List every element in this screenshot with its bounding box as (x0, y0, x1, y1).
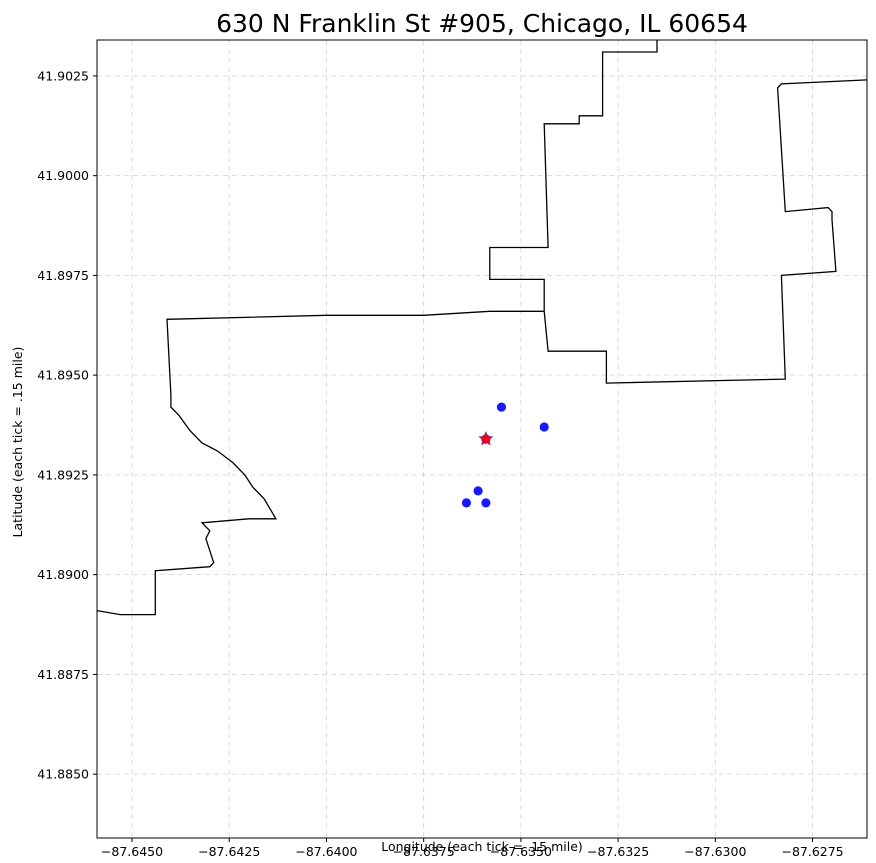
y-axis-label: Latitude (each tick = .15 mile) (10, 347, 25, 538)
data-point (496, 402, 507, 412)
grid-lines (97, 40, 867, 838)
data-point (473, 486, 483, 496)
x-tick-label: −87.6275 (781, 844, 843, 859)
boundary-lines (97, 40, 867, 616)
y-tick-label: 41.8875 (37, 667, 89, 682)
target-star (478, 430, 494, 446)
y-tick-label: 41.8925 (37, 467, 89, 482)
data-point (481, 498, 491, 508)
y-tick-label: 41.9000 (37, 168, 89, 183)
y-tick-label: 41.9025 (37, 68, 89, 83)
x-tick-label: −87.6300 (684, 844, 746, 859)
x-tick-label: −87.6350 (490, 844, 552, 859)
x-tick-label: −87.6325 (587, 844, 649, 859)
boundary-line (97, 310, 545, 616)
y-tick-label: 41.8975 (37, 268, 89, 283)
data-point (539, 422, 549, 432)
data-point (461, 498, 472, 508)
x-tick-label: −87.6400 (295, 844, 357, 859)
x-tick-label: −87.6450 (101, 844, 163, 859)
x-axis-ticks: −87.6450 −87.6425 −87.6400 −87.6375 −87.6350… (101, 838, 844, 859)
plot-frame (96, 39, 868, 839)
y-tick-label: 41.8850 (37, 767, 89, 782)
y-axis-ticks: 41.8850 41.8875 41.8900 41.8925 41.8950 41.89… (37, 68, 97, 782)
boundary-line (489, 40, 658, 312)
x-axis-label: Longitude (each tick = .15 mile) (381, 839, 583, 854)
x-tick-label: −87.6425 (198, 844, 260, 859)
x-tick-label: −87.6375 (393, 844, 455, 859)
y-tick-label: 41.8900 (37, 567, 89, 582)
data-points (461, 402, 549, 508)
target-marker (478, 430, 494, 446)
boundary-line (543, 79, 867, 384)
y-tick-label: 41.8950 (37, 368, 89, 383)
chart-title: 630 N Franklin St #905, Chicago, IL 6065… (216, 9, 748, 38)
